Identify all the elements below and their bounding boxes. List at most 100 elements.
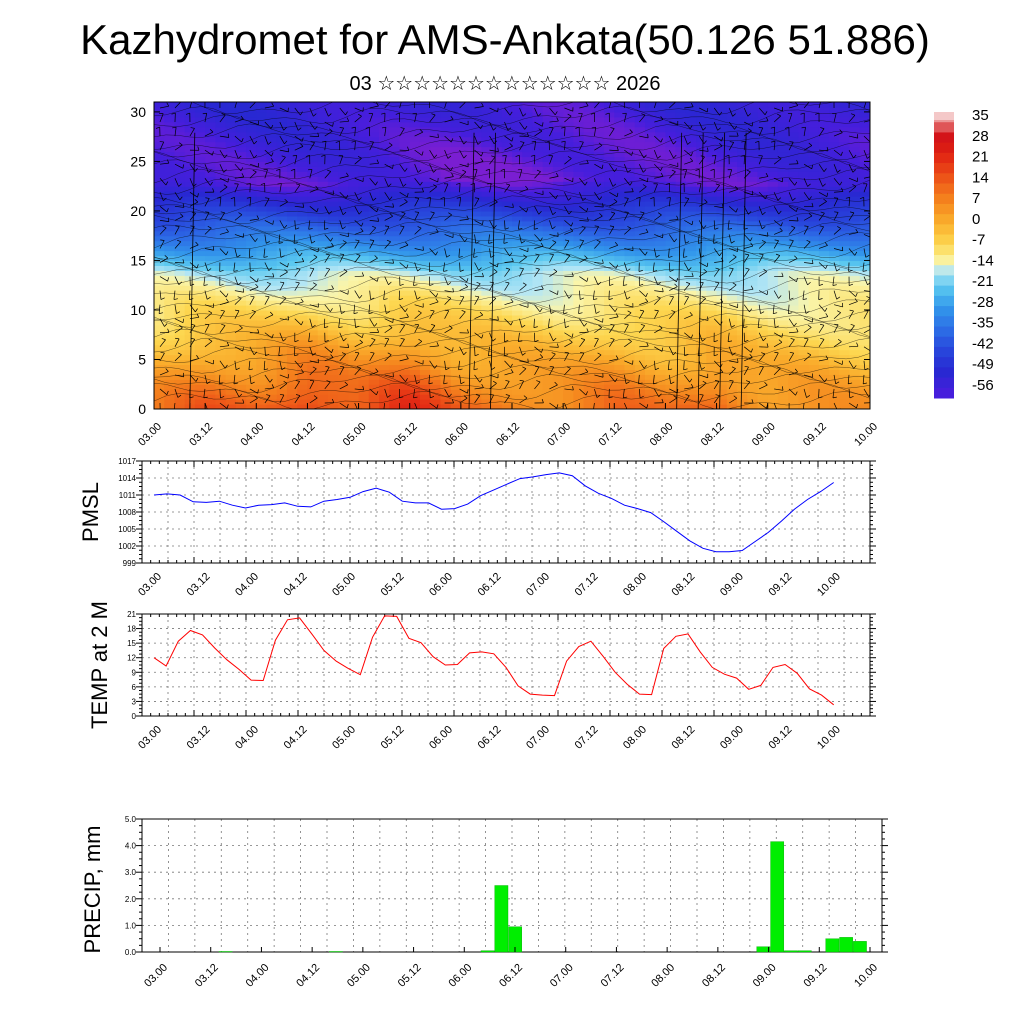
pmsl-panel: 999 1002 1005 1008 1011 1014 1017 03.00 03.12 04.…: [78, 457, 876, 599]
wind-barb: [459, 234, 466, 243]
colorbar-swatch: [934, 152, 954, 164]
wind-barb: [308, 220, 311, 230]
wind-barb: [324, 288, 334, 291]
precip-y-axis-label: PRECIP, mm: [80, 826, 105, 954]
wind-barb: [293, 234, 296, 244]
wind-barb: [279, 248, 282, 258]
wind-barb: [504, 372, 514, 376]
wind-barb: [174, 304, 177, 314]
wind-barb: [653, 310, 659, 319]
precip-bar: [494, 885, 509, 953]
wind-barb: [564, 177, 573, 183]
wind-barb: [159, 276, 168, 282]
wind-barb: [279, 394, 285, 404]
wind-barb: [339, 353, 347, 362]
wind-contour: [154, 221, 870, 242]
wind-barb: [609, 213, 616, 221]
wind-barb: [249, 234, 256, 242]
temp-x-tick-label: 09.00: [718, 724, 746, 752]
wind-barb: [609, 149, 619, 152]
wind-barb: [757, 318, 760, 328]
wind-barb: [429, 388, 431, 398]
wind-barb: [699, 382, 707, 390]
wind-barb: [714, 260, 724, 263]
wind-barb: [609, 374, 616, 383]
wind-barb: [459, 374, 462, 384]
pmsl-x-tick-label: 06.00: [427, 571, 455, 599]
wind-barb: [279, 262, 288, 268]
wind-barb: [818, 316, 828, 320]
wind-contour: [154, 231, 870, 251]
wind-barb: [863, 276, 868, 285]
wind-barb: [249, 218, 259, 221]
wind-barb: [564, 388, 574, 391]
wind-barb: [862, 374, 865, 384]
wind-contour: [154, 337, 870, 358]
wind-barb: [653, 183, 658, 193]
wind-barb: [639, 325, 645, 333]
wind-barb: [294, 372, 304, 376]
temp-y-tick-label: 6: [132, 683, 137, 692]
wind-barb: [339, 402, 348, 409]
wind-barb: [339, 220, 343, 230]
wind-barb: [684, 149, 692, 157]
wind-barb: [669, 311, 676, 319]
wind-barb: [429, 248, 436, 256]
wind-barb: [324, 381, 331, 390]
temp-x-tick-label: 06.12: [476, 724, 504, 752]
wind-barb: [279, 282, 285, 291]
wind-barb: [773, 341, 783, 348]
wind-barb: [653, 248, 657, 258]
wind-barb: [429, 360, 435, 369]
wind-barb: [624, 149, 632, 156]
wind-barb: [204, 312, 213, 319]
precip-y-tick-label: 5.0: [125, 815, 137, 824]
wind-barb: [639, 360, 645, 369]
pmsl-x-tick-label: 08.00: [621, 571, 649, 599]
precip-x-tick-label: 04.00: [244, 962, 272, 990]
wind-barb: [743, 304, 750, 313]
wind-barb: [683, 262, 689, 271]
wind-contour: [154, 141, 870, 162]
wind-barb: [444, 183, 449, 193]
wind-barb: [579, 192, 584, 201]
wind-barb: [564, 368, 571, 376]
wind-barb: [773, 220, 782, 227]
wind-barb: [519, 206, 527, 213]
wind-barb: [803, 338, 809, 347]
colorbar-swatch: [934, 285, 954, 297]
wind-barb: [669, 388, 678, 394]
colorbar-label: -7: [972, 232, 985, 249]
wind-barb: [309, 169, 313, 179]
wind-barb: [264, 105, 274, 109]
wind-barb: [713, 234, 715, 244]
time-tick-label: 06.12: [494, 421, 522, 449]
wind-barb: [279, 149, 289, 153]
precip-bar: [825, 938, 840, 953]
wind-barb: [429, 212, 435, 221]
wind-barb: [399, 128, 405, 137]
wind-barb: [714, 205, 724, 209]
wind-barb: [713, 269, 720, 277]
wind-barb: [399, 316, 409, 320]
wind-barb: [369, 162, 379, 165]
wind-barb: [189, 102, 193, 109]
wind-barb: [639, 212, 645, 221]
wind-barb: [698, 121, 704, 131]
wind-barb: [459, 135, 465, 145]
height-tick-label: 5: [138, 351, 146, 367]
wind-barb: [579, 388, 587, 396]
height-tick-label: 10: [130, 302, 146, 318]
wind-barb: [624, 312, 632, 319]
wind-barb: [773, 158, 782, 165]
pmsl-y-tick-label: 999: [123, 559, 137, 568]
wind-barb: [758, 290, 768, 296]
wind-barb: [189, 304, 196, 313]
wind-barb: [459, 296, 465, 305]
wind-barb: [339, 120, 349, 123]
wind-barb: [354, 275, 364, 277]
wind-barb: [519, 256, 527, 263]
wind-barb: [592, 290, 595, 300]
wind-barb: [833, 149, 842, 156]
